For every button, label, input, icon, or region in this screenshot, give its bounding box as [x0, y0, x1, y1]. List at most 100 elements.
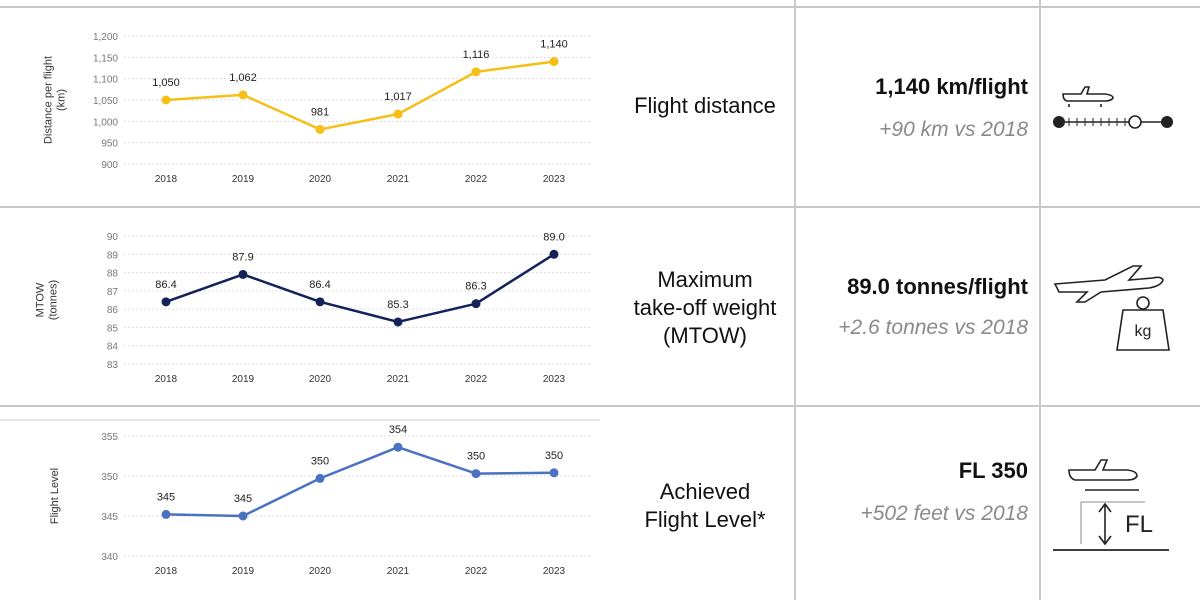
y-tick-label: 340 [101, 552, 118, 563]
y-tick-label: 85 [107, 323, 119, 334]
data-point [393, 317, 403, 327]
series-line [165, 445, 555, 518]
data-label: 86.4 [309, 279, 330, 291]
x-tick-label: 2022 [465, 374, 488, 385]
data-label: 345 [157, 491, 175, 503]
data-label: 354 [389, 424, 407, 436]
mtow-chart: 83 84 85 86 87 88 89 90 2018 2019 2020 2021 2022 2023… [35, 231, 592, 385]
x-tick-label: 2018 [155, 566, 178, 577]
y-tick-label: 87 [107, 287, 119, 298]
y-tick-label: 355 [101, 432, 118, 443]
y-axis-label-line: Flight Level [49, 468, 61, 524]
x-tick-label: 2018 [155, 174, 178, 185]
flight-distance-value: 1,140 km/flight [875, 74, 1028, 99]
flight-distance-title: Flight distance [634, 93, 776, 118]
column-divider-2 [1039, 0, 1041, 600]
y-axis-label-line: (km) [56, 89, 68, 111]
flight-distance-chart: 900 950 1,000 1,050 1,100 1,150 1,200 2018 2019 2… [43, 32, 592, 185]
y-axis-label: Distance per flight (km) [43, 56, 68, 144]
data-point [238, 511, 248, 521]
flight-level-title: Achieved Flight Level* [610, 478, 800, 534]
mtow-title-line-2: take-off weight [633, 295, 777, 320]
airplane-altitude-icon: FL [1053, 459, 1169, 551]
data-label: 350 [467, 451, 485, 463]
airplane-distance-icon [1053, 86, 1173, 129]
y-tick-label: 89 [107, 250, 119, 261]
y-axis-label-line: (tonnes) [48, 280, 60, 320]
data-point [161, 95, 171, 105]
data-label: 1,140 [540, 39, 568, 51]
data-point [393, 109, 403, 119]
y-tick-label: 1,150 [93, 53, 118, 64]
flight-level-chart: 340 345 350 355 2018 2019 2020 2021 2022 2023 Flig… [0, 419, 600, 577]
column-divider-1 [794, 0, 796, 600]
x-tick-label: 2022 [465, 566, 488, 577]
y-tick-label: 83 [107, 360, 119, 371]
flight-level-title-line-1: Achieved [659, 479, 751, 504]
data-point [161, 509, 171, 519]
airplane-weight-icon: kg [1053, 265, 1170, 351]
flight-distance-row: 900 950 1,000 1,050 1,100 1,150 1,200 2018 2019 2… [0, 8, 1200, 206]
mtow-title-line-3: (MTOW) [663, 323, 747, 348]
row-divider-1 [0, 206, 1200, 208]
y-tick-label: 86 [107, 305, 119, 316]
x-tick-label: 2019 [232, 374, 255, 385]
data-label: 85.3 [387, 299, 408, 311]
data-point [471, 469, 481, 479]
y-tick-label: 900 [101, 160, 118, 171]
y-tick-label: 350 [101, 472, 118, 483]
x-tick-label: 2020 [309, 566, 332, 577]
flight-level-fl-text: FL [1125, 511, 1153, 538]
row-divider-2 [0, 405, 1200, 407]
mtow-title-line-1: Maximum [657, 267, 753, 292]
flight-level-delta: +502 feet vs 2018 [860, 502, 1028, 525]
data-point [238, 90, 248, 100]
y-tick-label: 950 [101, 139, 118, 150]
mtow-delta: +2.6 tonnes vs 2018 [838, 316, 1028, 339]
x-tick-label: 2019 [232, 174, 255, 185]
data-label: 350 [545, 450, 563, 462]
x-tick-label: 2022 [465, 174, 488, 185]
mtow-title: Maximum take-off weight (MTOW) [610, 266, 800, 350]
data-point [549, 468, 559, 478]
x-tick-label: 2019 [232, 566, 255, 577]
weight-kg-text: kg [1135, 323, 1152, 340]
data-label: 89.0 [543, 231, 564, 243]
data-point [238, 269, 248, 279]
x-tick-label: 2023 [543, 566, 566, 577]
mtow-value: 89.0 tonnes/flight [847, 274, 1028, 299]
data-label: 981 [311, 106, 329, 118]
x-tick-label: 2018 [155, 374, 178, 385]
data-label: 1,062 [229, 72, 257, 84]
y-tick-label: 1,000 [93, 117, 118, 128]
data-point [315, 473, 325, 483]
x-tick-label: 2020 [309, 174, 332, 185]
y-axis-label: Flight Level [49, 468, 61, 524]
y-axis-label-line: MTOW [35, 282, 47, 317]
y-axis-label: MTOW (tonnes) [35, 280, 60, 320]
x-tick-label: 2020 [309, 374, 332, 385]
data-label: 345 [234, 493, 252, 505]
data-label: 1,116 [463, 49, 490, 61]
data-point [471, 67, 481, 77]
y-tick-label: 1,200 [93, 32, 118, 43]
series-line [165, 253, 555, 324]
data-point [161, 297, 171, 307]
flight-level-row: 340 345 350 355 2018 2019 2020 2021 2022 2023 Flig… [0, 408, 1200, 600]
data-point [549, 57, 559, 67]
y-tick-label: 84 [107, 342, 119, 353]
mtow-row: 83 84 85 86 87 88 89 90 2018 2019 2020 2021 2022 2023… [0, 208, 1200, 406]
data-point [315, 297, 325, 307]
data-label: 86.3 [465, 281, 486, 293]
data-point [471, 299, 481, 309]
data-label: 1,017 [384, 91, 412, 103]
flight-level-value: FL 350 [958, 458, 1028, 483]
x-tick-label: 2021 [387, 374, 410, 385]
series-line [165, 60, 555, 131]
y-tick-label: 90 [107, 232, 119, 243]
data-point [315, 124, 325, 134]
y-tick-label: 1,050 [93, 96, 118, 107]
flight-level-title-line-2: Flight Level* [644, 507, 766, 532]
y-tick-label: 88 [107, 269, 119, 280]
y-tick-label: 1,100 [93, 75, 118, 86]
